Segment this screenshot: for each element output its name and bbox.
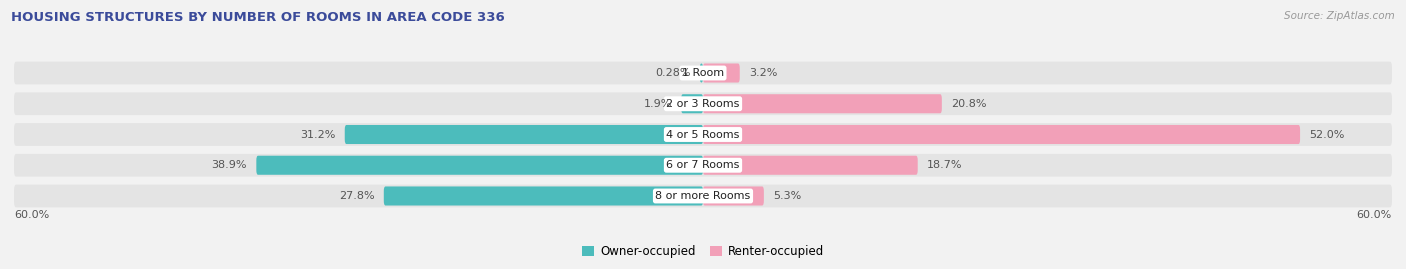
Text: 20.8%: 20.8%: [950, 99, 987, 109]
FancyBboxPatch shape: [703, 186, 763, 206]
Text: 0.28%: 0.28%: [655, 68, 690, 78]
Text: 1 Room: 1 Room: [682, 68, 724, 78]
FancyBboxPatch shape: [344, 125, 703, 144]
FancyBboxPatch shape: [14, 185, 1392, 207]
Text: 18.7%: 18.7%: [927, 160, 962, 170]
Text: 6 or 7 Rooms: 6 or 7 Rooms: [666, 160, 740, 170]
FancyBboxPatch shape: [703, 63, 740, 83]
Text: 27.8%: 27.8%: [339, 191, 374, 201]
FancyBboxPatch shape: [14, 92, 1392, 115]
Text: 2 or 3 Rooms: 2 or 3 Rooms: [666, 99, 740, 109]
FancyBboxPatch shape: [256, 156, 703, 175]
Text: 1.9%: 1.9%: [644, 99, 672, 109]
Text: 31.2%: 31.2%: [301, 129, 336, 140]
FancyBboxPatch shape: [703, 125, 1301, 144]
Text: HOUSING STRUCTURES BY NUMBER OF ROOMS IN AREA CODE 336: HOUSING STRUCTURES BY NUMBER OF ROOMS IN…: [11, 11, 505, 24]
Text: 5.3%: 5.3%: [773, 191, 801, 201]
Text: 38.9%: 38.9%: [212, 160, 247, 170]
Legend: Owner-occupied, Renter-occupied: Owner-occupied, Renter-occupied: [578, 240, 828, 263]
Text: 60.0%: 60.0%: [1357, 210, 1392, 220]
FancyBboxPatch shape: [384, 186, 703, 206]
Text: 3.2%: 3.2%: [749, 68, 778, 78]
FancyBboxPatch shape: [700, 63, 703, 83]
Text: 52.0%: 52.0%: [1309, 129, 1344, 140]
Text: 4 or 5 Rooms: 4 or 5 Rooms: [666, 129, 740, 140]
FancyBboxPatch shape: [681, 94, 703, 113]
FancyBboxPatch shape: [14, 123, 1392, 146]
FancyBboxPatch shape: [14, 62, 1392, 84]
FancyBboxPatch shape: [703, 94, 942, 113]
FancyBboxPatch shape: [14, 154, 1392, 177]
Text: 60.0%: 60.0%: [14, 210, 49, 220]
Text: 8 or more Rooms: 8 or more Rooms: [655, 191, 751, 201]
Text: Source: ZipAtlas.com: Source: ZipAtlas.com: [1284, 11, 1395, 21]
FancyBboxPatch shape: [703, 156, 918, 175]
